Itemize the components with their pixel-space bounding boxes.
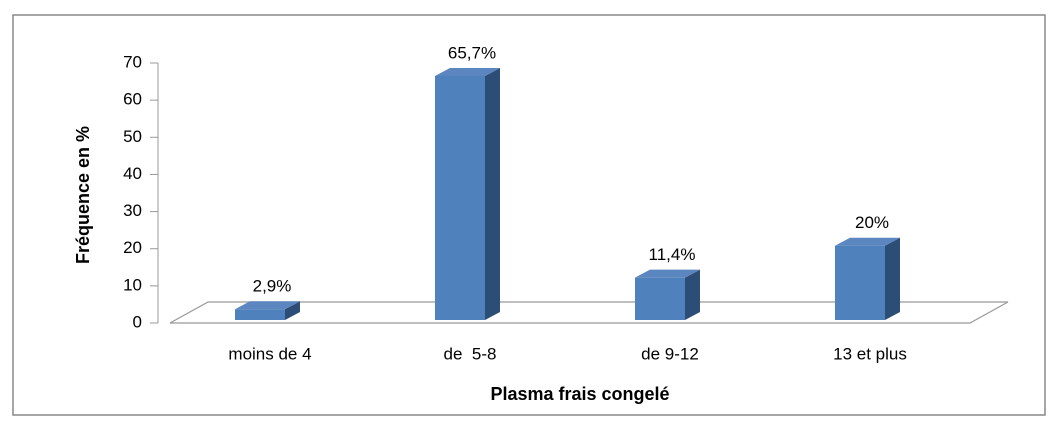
y-axis-title: Fréquence en % <box>73 126 93 264</box>
y-tick-label: 40 <box>123 164 142 183</box>
bar-front <box>235 309 285 320</box>
bar <box>835 237 900 320</box>
value-label: 20% <box>855 213 889 232</box>
y-tick-label: 0 <box>133 312 142 331</box>
bar-top <box>835 237 900 246</box>
x-tick-label: de 5-8 <box>444 344 497 363</box>
x-tick-label: de 9-12 <box>641 344 699 363</box>
x-tick-label: 13 et plus <box>833 344 907 363</box>
bar-front <box>435 75 485 320</box>
y-tick-label: 70 <box>123 52 142 71</box>
x-axis-title: Plasma frais congelé <box>490 384 669 404</box>
bar-side <box>885 237 900 320</box>
bar-top <box>435 67 500 76</box>
bar-top <box>235 301 300 310</box>
bar-front <box>635 277 685 320</box>
bar-top <box>635 269 700 278</box>
x-tick-label: moins de 4 <box>228 344 311 363</box>
floor <box>169 301 1009 324</box>
bar <box>435 67 500 320</box>
value-label: 11,4% <box>649 245 696 264</box>
bar-side <box>685 269 700 320</box>
bar-side <box>485 67 500 320</box>
y-tick-label: 50 <box>123 127 142 146</box>
bar <box>235 301 300 320</box>
bar-front <box>835 245 885 320</box>
bar-side <box>285 301 300 320</box>
y-tick-label: 10 <box>123 275 142 294</box>
chart-frame <box>12 14 1046 416</box>
y-tick-label: 30 <box>123 201 142 220</box>
bar <box>635 269 700 320</box>
value-label: 65,7% <box>448 43 496 62</box>
value-label: 2,9% <box>253 277 292 296</box>
y-tick-label: 60 <box>123 90 142 109</box>
y-tick-label: 20 <box>123 238 142 257</box>
